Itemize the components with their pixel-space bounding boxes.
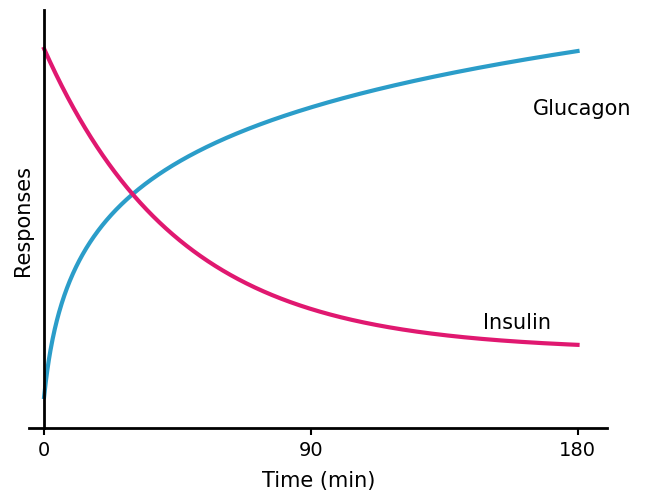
Text: Insulin: Insulin xyxy=(482,312,551,332)
Text: Glucagon: Glucagon xyxy=(533,99,632,119)
Y-axis label: Responses: Responses xyxy=(13,164,33,275)
X-axis label: Time (min): Time (min) xyxy=(261,470,375,490)
